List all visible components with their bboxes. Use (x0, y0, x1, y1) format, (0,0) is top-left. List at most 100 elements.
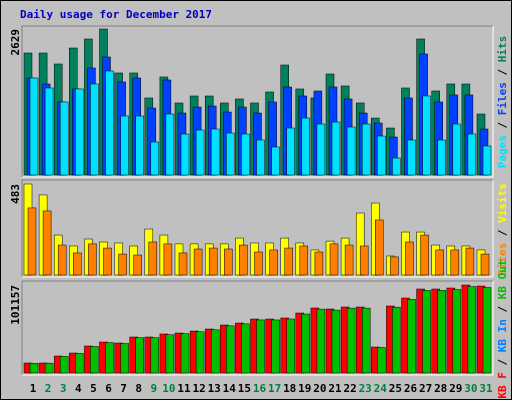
x-tick-label: 7 (120, 382, 127, 395)
bar (452, 289, 462, 374)
bar (435, 249, 444, 276)
x-tick-label: 14 (223, 382, 237, 395)
bar (316, 123, 326, 176)
bar (437, 139, 446, 176)
bar (422, 95, 431, 176)
bar (254, 251, 263, 276)
bar (256, 139, 265, 176)
y-tick-label: 2629 (9, 29, 22, 56)
bar (44, 362, 54, 374)
bar (331, 309, 341, 374)
bar (210, 128, 220, 176)
legend-entry: Files (496, 82, 509, 115)
chart-title: Daily usage for December 2017 (20, 8, 212, 21)
bar (346, 307, 356, 374)
bar (271, 146, 280, 176)
legend-entry: KB Out (496, 259, 509, 299)
bar (392, 157, 401, 176)
bar (29, 77, 39, 176)
legend-separator: / (496, 62, 509, 82)
bar (59, 101, 69, 176)
x-tick-label: 11 (177, 382, 191, 395)
bar (105, 342, 114, 374)
bar (105, 70, 114, 176)
legend: Pages / Files / Hits (496, 36, 509, 169)
bar (286, 127, 295, 176)
x-tick-label: 2 (45, 382, 52, 395)
x-tick-label: 16 (253, 382, 267, 395)
legend-separator: / (496, 299, 509, 319)
panel-bevel (21, 179, 493, 277)
legend-entry: Hits (496, 36, 509, 63)
bar (361, 307, 371, 374)
bar (75, 353, 84, 374)
x-tick-label: 12 (192, 382, 205, 395)
legend: KB F / KB In / KB Out (496, 259, 509, 398)
x-tick-label: 5 (90, 382, 97, 395)
x-tick-label: 3 (60, 382, 67, 395)
bar (452, 123, 462, 176)
bar (42, 210, 52, 276)
x-tick-label: 15 (238, 382, 251, 395)
bar (256, 319, 265, 374)
x-tick-label: 17 (268, 382, 281, 395)
x-tick-label: 18 (283, 382, 296, 395)
bar (208, 247, 218, 276)
bar (467, 133, 477, 176)
bar (150, 337, 160, 374)
bar (75, 88, 84, 176)
bar (390, 256, 399, 276)
bar (361, 123, 371, 176)
bar (377, 135, 386, 176)
bar (405, 241, 414, 276)
bar (329, 243, 339, 276)
bar (44, 87, 54, 176)
bar (27, 207, 37, 276)
y-tick-label: 483 (9, 184, 22, 204)
bar (241, 133, 250, 176)
bar (377, 347, 386, 374)
bar (482, 145, 492, 176)
bar (165, 334, 175, 374)
bar (314, 251, 324, 276)
bar (163, 243, 173, 276)
legend-entry: Pages (496, 135, 509, 168)
bar (271, 319, 280, 374)
bar (224, 248, 233, 276)
bar (180, 133, 190, 176)
x-tick-label: 25 (389, 382, 402, 395)
bar (465, 247, 475, 276)
bar (226, 325, 235, 374)
panel-bevel (21, 280, 493, 375)
x-tick-label: 22 (343, 382, 356, 395)
bar (480, 253, 490, 276)
legend-separator: / (496, 352, 509, 372)
legend-entry: KB F (496, 372, 509, 399)
bar (331, 121, 341, 176)
bar (316, 308, 326, 374)
x-tick-label: 1 (30, 382, 37, 395)
bar (269, 249, 278, 276)
bar (284, 247, 293, 276)
bar (407, 299, 416, 374)
bar (135, 115, 144, 176)
bar (57, 244, 67, 276)
legend: Sites / Visits (496, 183, 509, 276)
bar (90, 83, 99, 176)
bar (286, 318, 295, 374)
legend-entry: Visits (496, 183, 509, 223)
bar (407, 139, 416, 176)
bar (59, 356, 69, 374)
bar (392, 306, 401, 374)
bar (148, 241, 158, 276)
x-tick-label: 26 (404, 382, 418, 395)
bar (344, 244, 354, 276)
bar (195, 129, 205, 176)
bar (359, 245, 369, 276)
bar (437, 290, 446, 374)
x-tick-label: 9 (150, 382, 157, 395)
bar (299, 245, 309, 276)
bar (165, 113, 175, 176)
bar (346, 126, 356, 176)
bar (118, 253, 127, 276)
